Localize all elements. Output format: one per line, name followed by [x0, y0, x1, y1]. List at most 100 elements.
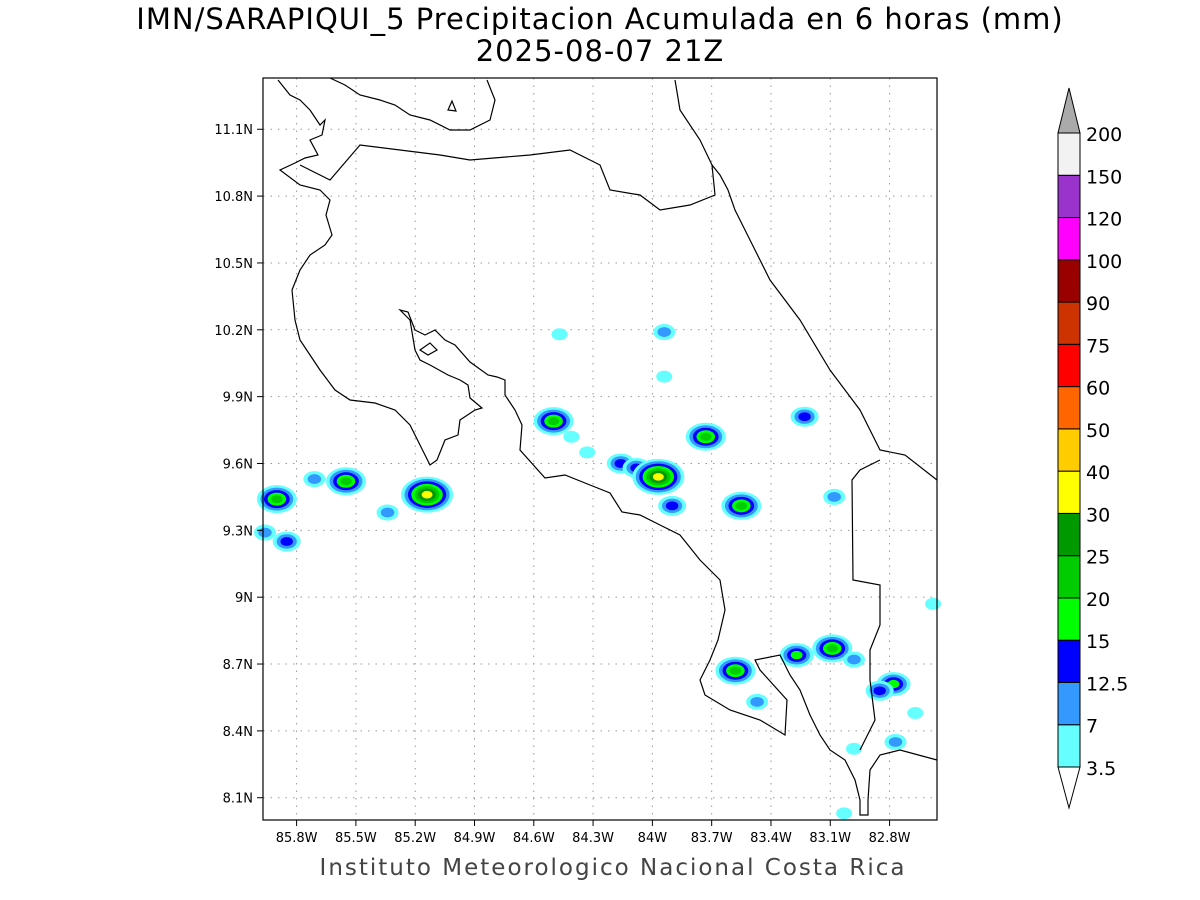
precip-contour-level [665, 501, 679, 511]
precip-contour-level [845, 742, 862, 755]
lon-tick-label: 85.5W [335, 831, 377, 846]
colorbar-label: 150 [1086, 166, 1122, 188]
precip-cell [303, 471, 326, 488]
colorbar-swatch [1057, 681, 1081, 726]
axis-ticks: 85.8W 85.5W 85.2W 84.9W 84.6W 84.3W 84W 83.7W 83… [214, 123, 910, 846]
lat-tick-label: 9.6N [223, 457, 253, 472]
colorbar-label: 3.5 [1086, 758, 1116, 780]
panama-border [851, 459, 881, 751]
colorbar-swatch [1057, 259, 1081, 303]
lon-tick-label: 83.7W [691, 831, 733, 846]
precip-contour-level [271, 495, 283, 504]
precip-contour-level [873, 686, 886, 696]
grid-lines [263, 78, 937, 820]
island [418, 342, 438, 356]
colorbar-label: 50 [1086, 420, 1110, 442]
lat-tick-label: 9.9N [223, 391, 253, 406]
coastlines [277, 77, 938, 816]
precip-cell [253, 524, 276, 541]
map-title: IMN/SARAPIQUI_5 Precipitacion Acumulada … [136, 2, 1064, 36]
precip-contour-level [551, 328, 568, 341]
precip-cell [836, 807, 853, 820]
colorbar-swatch [1057, 639, 1081, 683]
precip-cells [253, 324, 942, 820]
precip-cell [812, 634, 853, 663]
colorbar-swatch [1057, 343, 1081, 388]
map-footer-credit: Instituto Meteorologico Nacional Costa R… [319, 855, 907, 881]
lon-tick-label: 85.2W [394, 831, 436, 846]
precip-contour-level [888, 737, 903, 747]
northern-border [299, 144, 938, 481]
lat-tick-label: 9N [235, 591, 253, 606]
lon-tick-label: 82.8W [869, 831, 911, 846]
precip-cell [925, 597, 942, 610]
map-frame [262, 77, 938, 821]
colorbar-label: 200 [1086, 124, 1122, 146]
colorbar-label: 20 [1086, 589, 1110, 611]
precip-contour-level [307, 474, 322, 485]
precip-cell [865, 680, 894, 701]
precip-cell [790, 406, 819, 427]
pacific-coastline [277, 79, 938, 816]
precip-cell [721, 491, 762, 520]
precip-cell [632, 458, 685, 495]
precip-contour-level [925, 597, 942, 610]
colorbar-label: 75 [1086, 335, 1110, 357]
precip-cell [653, 324, 676, 341]
precip-contour-level [729, 666, 742, 675]
lat-tick-label: 8.4N [223, 725, 253, 740]
precip-contour-level [652, 473, 664, 481]
precip-cell [823, 488, 846, 505]
precip-cell [779, 643, 814, 668]
colorbar-swatch [1057, 512, 1081, 557]
colorbar-label: 90 [1086, 293, 1110, 315]
precip-contour-level [380, 507, 395, 518]
precip-contour-level [836, 807, 853, 820]
lon-tick-label: 84W [638, 831, 668, 846]
colorbar-swatch [1057, 132, 1081, 176]
colorbar-label: 12.5 [1086, 673, 1128, 695]
precip-cell [401, 476, 454, 513]
colorbar-label: 7 [1086, 716, 1098, 738]
map-subtitle: 2025-08-07 21Z [475, 34, 725, 68]
colorbar-swatch [1057, 301, 1081, 345]
lon-tick-label: 84.3W [572, 831, 614, 846]
precip-contour-level [258, 527, 272, 538]
lat-tick-label: 10.5N [214, 257, 253, 272]
precip-cell [326, 467, 367, 496]
precip-contour-level [657, 327, 672, 337]
precip-contour-level [827, 491, 841, 502]
nicaragua-caribbean-coast [674, 79, 713, 166]
precip-contour-level [340, 477, 352, 486]
precip-contour-level [280, 537, 293, 546]
colorbar-swatch [1057, 386, 1081, 430]
lat-tick-label: 10.2N [214, 324, 253, 339]
lat-tick-label: 8.1N [223, 792, 253, 807]
colorbar-swatch [1057, 174, 1081, 219]
precip-cell [376, 504, 399, 521]
colorbar-label: 120 [1086, 209, 1122, 231]
colorbar-swatch [1057, 597, 1081, 641]
precip-cell [746, 693, 769, 710]
colorbar-swatch [1057, 470, 1081, 514]
colorbar-label: 100 [1086, 251, 1122, 273]
precip-cell [533, 407, 574, 436]
colorbar-label: 60 [1086, 378, 1110, 400]
precip-contour-level [735, 501, 748, 510]
colorbar-label: 15 [1086, 631, 1110, 653]
colorbar-label: 30 [1086, 504, 1110, 526]
precip-cell [579, 446, 596, 459]
precip-contour-level [563, 430, 580, 443]
lat-tick-label: 11.1N [214, 123, 253, 138]
lon-tick-label: 84.9W [454, 831, 496, 846]
lon-tick-label: 84.6W [513, 831, 555, 846]
island [447, 99, 457, 112]
precip-contour-level [907, 707, 924, 720]
precip-cell [842, 651, 865, 668]
precip-contour-level [826, 644, 838, 653]
precip-cell [845, 742, 862, 755]
precip-contour-level [798, 412, 811, 422]
precip-contour-level [579, 446, 596, 459]
